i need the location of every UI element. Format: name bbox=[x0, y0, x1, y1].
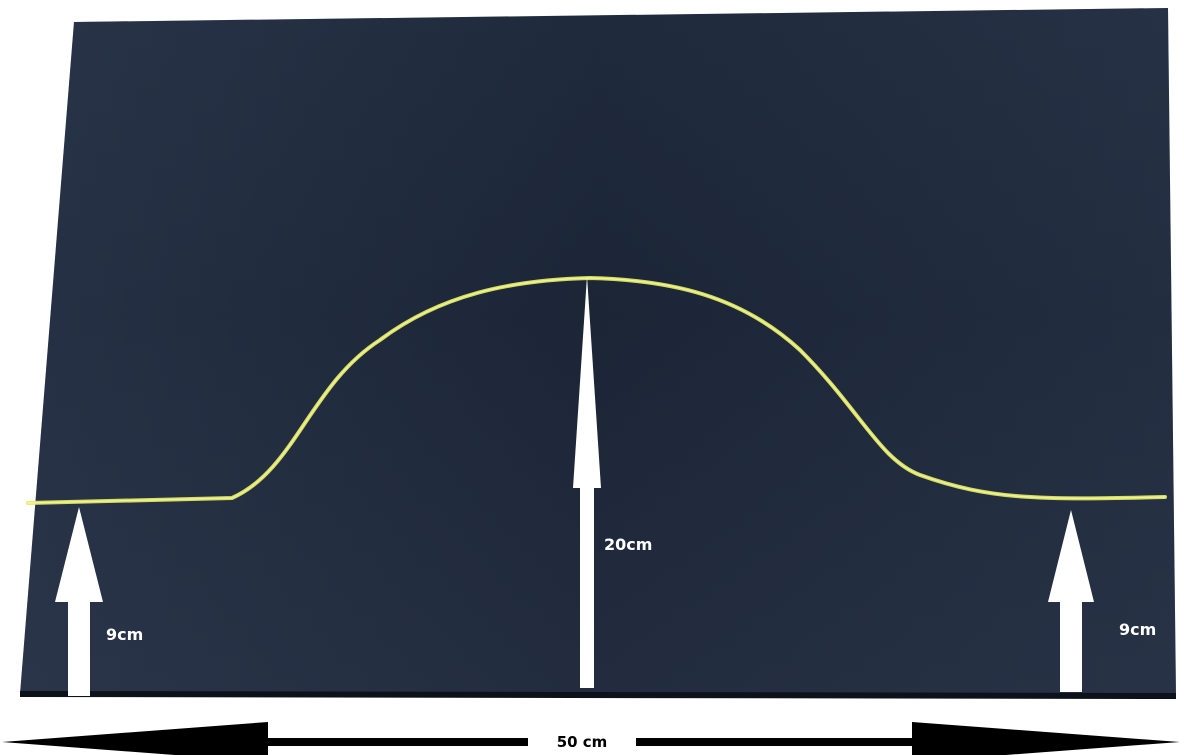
paper-bottom-edge bbox=[19, 691, 1177, 699]
right-height-arrow bbox=[1048, 510, 1094, 692]
chalk-curve-glow bbox=[27, 277, 1166, 504]
left-height-label: 9cm bbox=[106, 625, 144, 644]
left-height-arrow bbox=[55, 507, 103, 696]
paper-sheen bbox=[20, 8, 1176, 696]
right-height-label: 9cm bbox=[1119, 620, 1157, 639]
center-height-arrow bbox=[573, 276, 601, 688]
width-arrow bbox=[2, 722, 1180, 755]
center-height-label: 20cm bbox=[604, 535, 653, 554]
total-width-label: 50 cm bbox=[556, 733, 608, 751]
